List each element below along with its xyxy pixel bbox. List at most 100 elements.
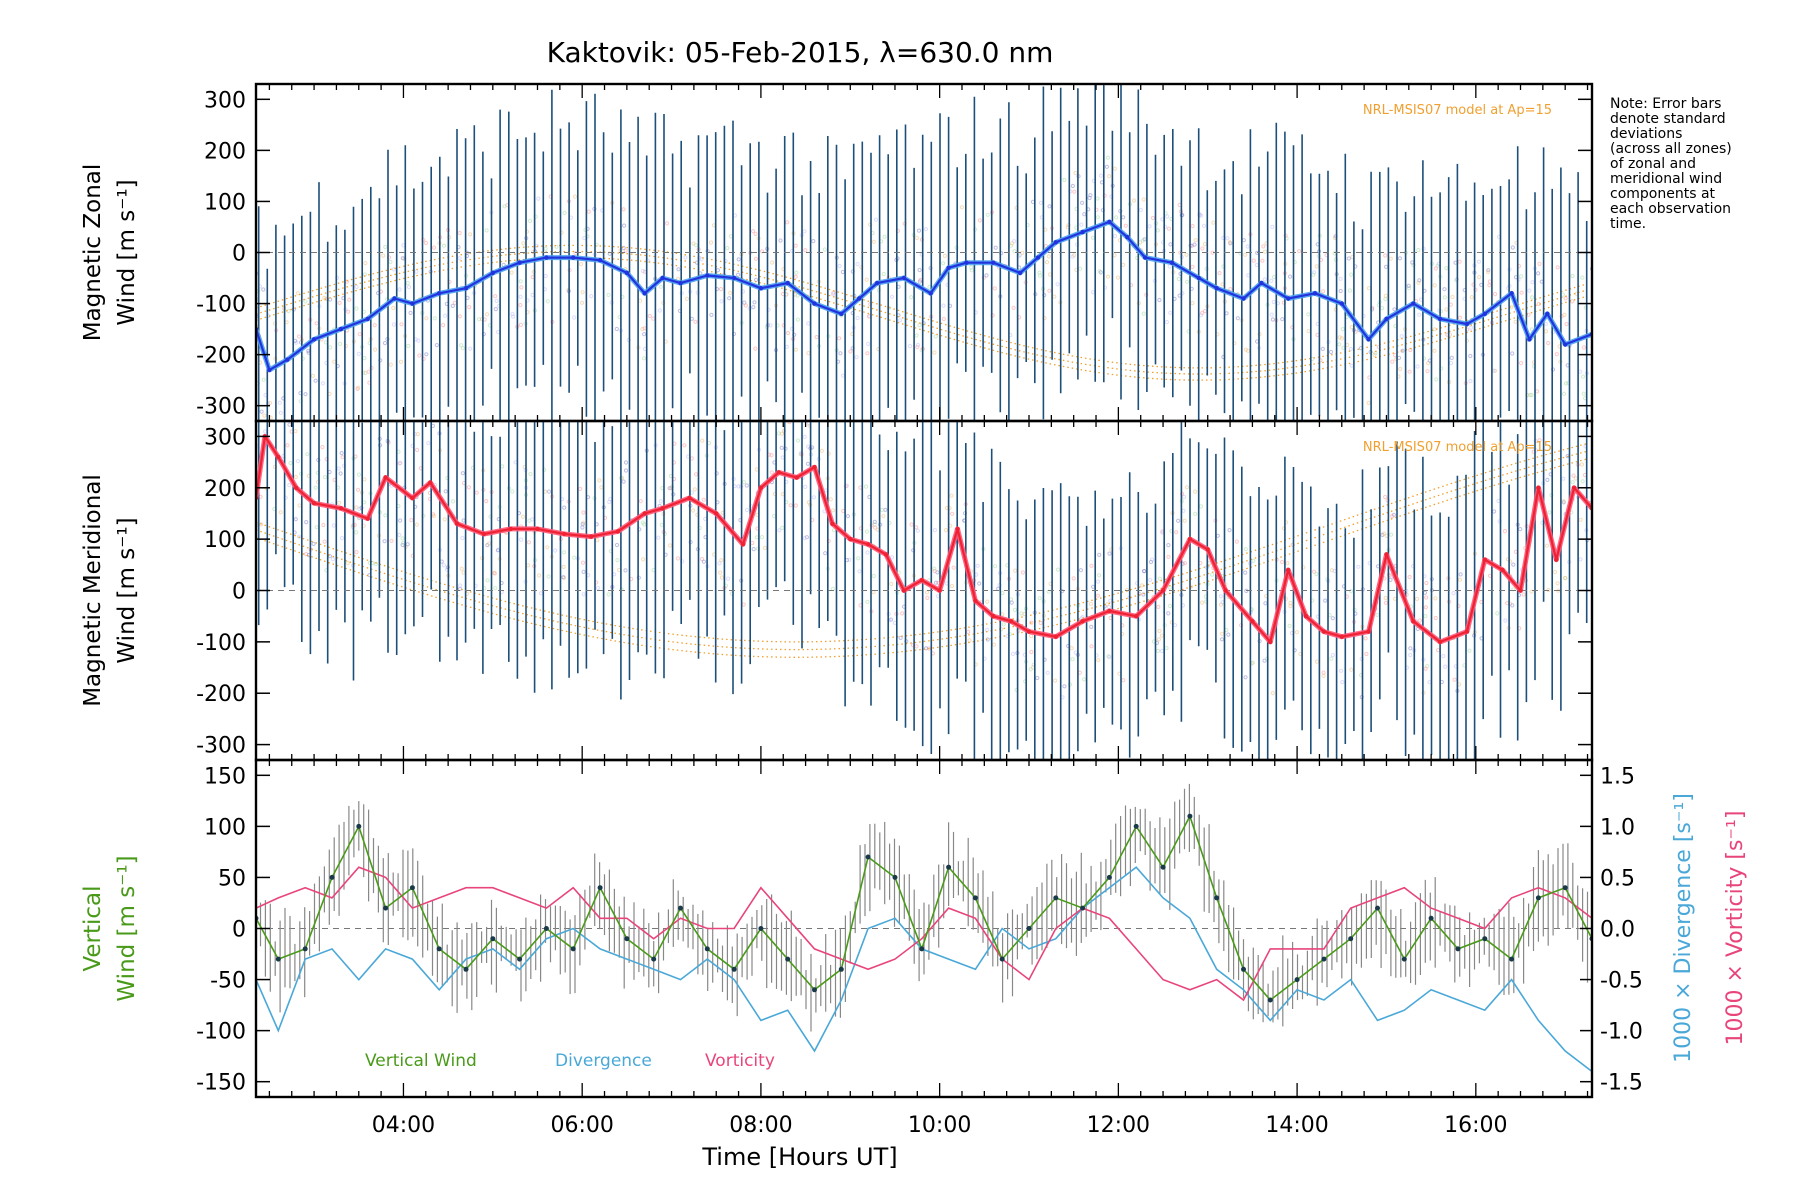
divergence-axis-label: 1000 × Divergence [s⁻¹] bbox=[1671, 793, 1696, 1063]
zone-sample-point bbox=[328, 345, 333, 350]
x-axis-label: Time [Hours UT] bbox=[701, 1143, 897, 1171]
vertical-wind-point bbox=[1187, 813, 1193, 819]
zone-sample-point bbox=[1388, 256, 1393, 261]
zone-sample-point bbox=[1184, 485, 1190, 490]
zone-sample-point bbox=[336, 466, 341, 471]
zone-sample-point bbox=[1467, 648, 1472, 653]
zone-sample-point bbox=[1035, 675, 1040, 681]
zone-sample-point bbox=[1423, 666, 1428, 671]
zone-sample-point bbox=[804, 535, 810, 540]
zone-sample-point bbox=[615, 558, 620, 563]
zone-sample-point bbox=[1415, 364, 1420, 369]
zone-sample-point bbox=[967, 638, 972, 643]
zone-sample-point bbox=[1400, 348, 1405, 353]
wind-point bbox=[1464, 629, 1470, 634]
zone-sample-point bbox=[1398, 366, 1403, 372]
zone-sample-point bbox=[1555, 265, 1560, 270]
zone-sample-point bbox=[795, 317, 801, 322]
zone-sample-point bbox=[759, 535, 765, 540]
zone-sample-point bbox=[354, 505, 359, 510]
zone-sample-point bbox=[391, 267, 396, 272]
zone-sample-point bbox=[1243, 675, 1248, 680]
zone-sample-point bbox=[381, 253, 386, 258]
zone-sample-point bbox=[1339, 668, 1344, 673]
zone-sample-point bbox=[1098, 173, 1104, 178]
zone-sample-point bbox=[1349, 589, 1354, 594]
zone-sample-point bbox=[1029, 633, 1034, 639]
zone-sample-point bbox=[1020, 570, 1026, 575]
zone-sample-point bbox=[793, 274, 798, 279]
zone-sample-point bbox=[623, 248, 628, 253]
zone-sample-point bbox=[621, 207, 626, 212]
zone-sample-point bbox=[865, 599, 870, 605]
zone-sample-point bbox=[1184, 252, 1189, 257]
zone-sample-point bbox=[545, 299, 550, 304]
zone-sample-point bbox=[457, 230, 462, 236]
zone-sample-point bbox=[777, 528, 782, 533]
zone-sample-point bbox=[519, 537, 524, 542]
wind-point bbox=[830, 521, 835, 526]
zone-sample-point bbox=[1176, 276, 1181, 282]
zone-sample-point bbox=[1220, 631, 1225, 636]
zone-sample-point bbox=[492, 571, 497, 576]
zone-sample-point bbox=[914, 235, 920, 241]
wind-point bbox=[1286, 296, 1291, 301]
zone-sample-point bbox=[581, 569, 586, 575]
zone-sample-point bbox=[1105, 602, 1110, 607]
zone-sample-point bbox=[915, 342, 921, 348]
zone-sample-point bbox=[1312, 270, 1317, 275]
zone-sample-point bbox=[572, 194, 578, 199]
zone-sample-point bbox=[1235, 316, 1240, 321]
zone-sample-point bbox=[848, 349, 853, 354]
zone-sample-point bbox=[1047, 288, 1052, 293]
zone-sample-point bbox=[443, 313, 448, 318]
zone-sample-point bbox=[303, 392, 308, 397]
zone-sample-point bbox=[1263, 249, 1268, 254]
wind-point bbox=[490, 270, 495, 276]
zone-sample-point bbox=[925, 595, 930, 601]
zone-sample-point bbox=[776, 431, 781, 436]
zone-sample-point bbox=[1521, 592, 1526, 597]
zone-sample-point bbox=[1510, 603, 1515, 608]
zone-sample-point bbox=[459, 566, 464, 571]
vertical-wind-point bbox=[517, 956, 523, 962]
zone-sample-point bbox=[1579, 462, 1585, 467]
zone-sample-point bbox=[519, 285, 524, 290]
zone-sample-point bbox=[297, 334, 302, 339]
zone-sample-point bbox=[830, 508, 836, 513]
zone-sample-point bbox=[1468, 353, 1473, 359]
wind-point bbox=[1205, 547, 1210, 552]
y-tick-label: -200 bbox=[196, 344, 246, 369]
zone-sample-point bbox=[1140, 238, 1146, 243]
zone-sample-point bbox=[728, 234, 734, 239]
zone-sample-point bbox=[951, 565, 956, 570]
wind-point bbox=[1241, 296, 1246, 301]
zone-sample-point bbox=[1554, 352, 1559, 357]
zone-sample-point bbox=[510, 489, 515, 494]
wind-point bbox=[973, 598, 978, 603]
zone-sample-point bbox=[1138, 207, 1143, 213]
zone-sample-point bbox=[457, 583, 463, 588]
zone-sample-point bbox=[642, 326, 647, 331]
y-tick-label: 300 bbox=[204, 88, 246, 113]
wind-point bbox=[1482, 311, 1488, 316]
zone-sample-point bbox=[1164, 646, 1169, 651]
zone-sample-point bbox=[1477, 275, 1482, 280]
zone-sample-point bbox=[354, 306, 359, 311]
note-line: denote standard bbox=[1610, 111, 1726, 127]
zone-sample-point bbox=[915, 345, 920, 350]
zone-sample-point bbox=[1581, 391, 1586, 396]
zone-sample-point bbox=[1156, 604, 1161, 610]
zone-sample-point bbox=[400, 542, 405, 548]
zone-sample-point bbox=[1155, 228, 1160, 233]
zone-sample-point bbox=[1321, 289, 1326, 294]
wind-point bbox=[1080, 619, 1085, 624]
zone-sample-point bbox=[642, 332, 647, 337]
zone-sample-point bbox=[493, 586, 498, 591]
zone-sample-point bbox=[823, 551, 828, 556]
zone-sample-point bbox=[322, 295, 327, 300]
wind-point bbox=[338, 506, 344, 511]
zone-sample-point bbox=[536, 196, 541, 201]
y-axis-label: Wind [m s⁻¹] bbox=[114, 517, 140, 663]
zone-sample-point bbox=[717, 561, 722, 566]
